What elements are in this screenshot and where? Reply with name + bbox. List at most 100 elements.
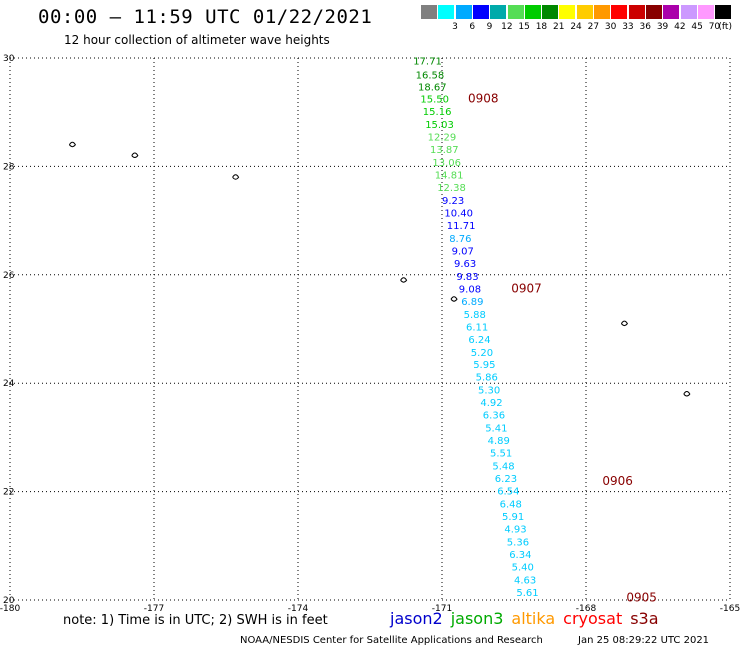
wave-height-label: 16.58 (416, 70, 445, 81)
wave-height-label: 6.54 (497, 487, 519, 498)
satellite-cryosat: cryosat (563, 609, 623, 628)
wave-height-label: 9.83 (456, 272, 478, 283)
legend-label: 33 (622, 22, 634, 32)
track-time-label: 0907 (511, 281, 542, 295)
legend-swatch (663, 5, 680, 19)
lat-tick-label: 26 (3, 271, 15, 281)
legend-label: 27 (587, 22, 600, 32)
legend-label: 39 (656, 22, 669, 32)
lat-tick-label: 28 (3, 162, 15, 172)
legend-label: 36 (639, 22, 651, 32)
wave-height-label: 9.23 (442, 196, 464, 207)
track-time-label: 0905 (626, 590, 657, 604)
legend-swatch (455, 5, 472, 19)
wave-height-label: 5.95 (473, 360, 495, 371)
island-outline (131, 152, 139, 159)
lon-tick-label: -174 (288, 604, 309, 614)
wave-height-label: 15.50 (420, 95, 449, 106)
wave-height-label: 6.89 (461, 297, 483, 308)
legend-swatch (628, 5, 645, 19)
wave-height-label: 4.92 (480, 398, 502, 409)
wave-height-label: 6.48 (500, 500, 522, 511)
island-outline (68, 141, 77, 148)
legend-swatch (490, 5, 507, 19)
wave-height-label: 11.71 (447, 221, 476, 232)
legend-label: 12 (501, 22, 513, 32)
wave-height-label: 5.88 (464, 310, 486, 321)
wave-height-label: 6.24 (468, 335, 490, 346)
lat-tick-label: 22 (3, 488, 14, 498)
legend-swatch (680, 5, 697, 19)
legend-label: 42 (674, 22, 686, 32)
island-outline (450, 296, 458, 302)
wave-height-label: 4.93 (504, 524, 526, 535)
legend-label: 45 (691, 22, 703, 32)
wave-height-label: 5.40 (512, 562, 534, 573)
satellite-jason3: jason3 (450, 609, 504, 628)
legend-swatch (715, 5, 732, 19)
wave-height-label: 15.16 (423, 107, 452, 118)
wave-height-label: 5.41 (485, 424, 507, 435)
wave-height-label: 9.63 (454, 259, 476, 270)
lon-tick-label: -165 (720, 604, 740, 614)
lon-tick-label: -168 (576, 604, 597, 614)
wave-height-label: 4.63 (514, 575, 536, 586)
wave-height-label: 5.61 (516, 588, 538, 599)
legend-swatch (611, 5, 628, 19)
wave-height-label: 18.67 (418, 83, 447, 94)
wave-height-label: 6.34 (509, 550, 531, 561)
lon-tick-label: -180 (0, 604, 20, 614)
wave-height-label: 8.76 (449, 234, 471, 245)
wave-height-label: 4.89 (488, 436, 510, 447)
legend-swatch (559, 5, 576, 19)
legend-label: 18 (535, 22, 548, 32)
legend-label: 21 (553, 22, 565, 32)
legend-swatch (542, 5, 559, 19)
lat-tick-label: 30 (3, 54, 15, 64)
wave-height-label: 5.91 (502, 512, 524, 523)
satellite-legend: jason2 jason3 altika cryosat s3a (390, 609, 667, 628)
credit-text: NOAA/NESDIS Center for Satellite Applica… (240, 635, 543, 646)
lon-tick-label: -171 (432, 604, 452, 614)
wave-height-label: 6.23 (495, 474, 517, 485)
page-subtitle: 12 hour collection of altimeter wave hei… (64, 33, 330, 47)
lat-tick-label: 24 (3, 379, 15, 389)
wave-height-label: 9.07 (452, 246, 474, 257)
legend-label: 15 (518, 22, 530, 32)
satellite-s3a: s3a (630, 609, 659, 628)
wave-height-label: 5.20 (471, 348, 493, 359)
wave-height-label: 5.48 (492, 462, 514, 473)
legend-swatch (438, 5, 455, 19)
wave-height-label: 13.06 (432, 158, 461, 169)
satellite-jason2: jason2 (390, 609, 443, 628)
wave-height-label: 6.11 (466, 322, 488, 333)
legend-label: 6 (469, 22, 476, 32)
wave-height-label: 6.36 (483, 411, 505, 422)
island-outline (232, 174, 240, 180)
legend-label: 9 (486, 22, 493, 32)
legend-label: 3 (452, 22, 458, 32)
wave-height-label: 5.36 (507, 537, 529, 548)
wave-height-label: 5.30 (478, 386, 500, 397)
legend-swatch (472, 5, 489, 19)
wave-height-label: 5.51 (490, 449, 512, 460)
wave-height-label: 15.03 (425, 120, 454, 131)
generated-timestamp: Jan 25 08:29:22 UTC 2021 (578, 635, 710, 646)
legend-label: 24 (570, 22, 582, 32)
lon-tick-label: -177 (144, 604, 164, 614)
wave-height-label: 12.38 (437, 183, 466, 194)
wave-height-label: 17.71 (413, 57, 442, 68)
legend-label: 70 (708, 22, 721, 32)
island-outline (620, 320, 629, 327)
legend-swatch (507, 5, 524, 19)
wave-height-label: 12.29 (428, 133, 457, 144)
legend-unit: (ft) (718, 22, 732, 32)
legend-swatch (697, 5, 714, 19)
wave-height-label: 5.86 (476, 373, 498, 384)
legend-swatch (594, 5, 610, 19)
page-title: 00:00 – 11:59 UTC 01/22/2021 (38, 6, 373, 28)
track-time-label: 0908 (468, 92, 499, 106)
legend-swatch (576, 5, 593, 19)
